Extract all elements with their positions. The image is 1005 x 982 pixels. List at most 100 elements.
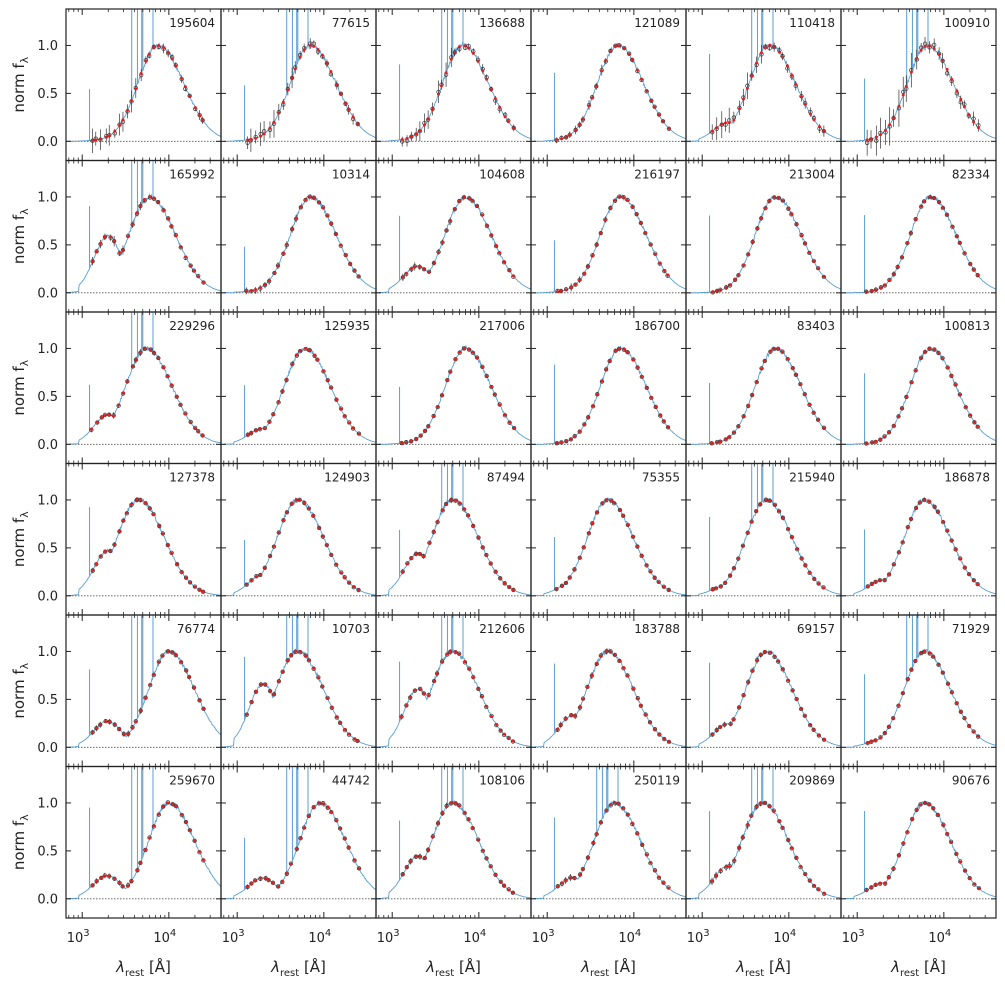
model-photometry-point <box>636 366 640 370</box>
model-photometry-point <box>569 713 573 717</box>
photometry-point <box>99 415 104 420</box>
model-photometry-point <box>134 358 138 362</box>
model-photometry-point <box>800 556 804 560</box>
model-photometry-point <box>578 278 582 282</box>
photometry-point <box>94 878 99 884</box>
model-photometry-point <box>281 100 285 104</box>
model-photometry-point <box>653 576 657 580</box>
model-photometry-point <box>612 501 616 505</box>
model-photometry-point <box>258 876 262 880</box>
photometry-point <box>653 404 658 410</box>
model-photometry-point <box>767 199 771 203</box>
photometry-point <box>467 196 472 201</box>
model-photometry-point <box>604 649 608 653</box>
model-photometry-point <box>91 138 95 142</box>
y-tick-label: 0.0 <box>37 892 58 907</box>
model-photometry-point <box>794 82 798 86</box>
model-photometry-point <box>949 374 953 378</box>
model-photometry-point <box>480 213 484 217</box>
model-photometry-point <box>325 214 329 218</box>
model-photometry-point <box>600 379 604 383</box>
model-photometry-point <box>302 826 306 830</box>
model-photometry-point <box>271 881 275 885</box>
model-photometry-point <box>613 801 617 805</box>
model-photometry-point <box>569 286 573 290</box>
photometry-point <box>471 523 476 529</box>
panel-id-label: 213004 <box>789 168 835 182</box>
model-photometry-point <box>103 235 107 239</box>
panel-213004: 213004 <box>685 159 842 313</box>
photometry-point <box>90 883 95 888</box>
photometry-point <box>666 587 671 593</box>
panel-id-label: 124903 <box>324 471 370 485</box>
model-photometry-point <box>874 440 878 444</box>
photometry-point <box>640 842 645 847</box>
y-tick-label: 0.5 <box>37 693 58 708</box>
model-photometry-point <box>440 660 444 664</box>
model-photometry-point <box>298 498 302 502</box>
model-photometry-point <box>196 430 200 434</box>
photometry-point <box>750 239 755 245</box>
model-photometry-point <box>453 50 457 54</box>
model-photometry-point <box>139 709 143 713</box>
photometry-point <box>731 717 736 722</box>
model-photometry-point <box>923 44 927 48</box>
model-photometry-point <box>91 883 95 887</box>
model-photometry-point <box>786 527 790 531</box>
photometry-point <box>507 584 512 590</box>
model-photometry-point <box>139 71 143 75</box>
photometry-point <box>802 241 808 246</box>
model-photometry-point <box>117 403 121 407</box>
y-tick-label: 0.5 <box>37 87 58 102</box>
plot-area <box>841 193 996 294</box>
model-photometry-point <box>286 659 290 663</box>
model-photometry-point <box>321 369 325 373</box>
model-photometry-point <box>192 686 196 690</box>
model-photometry-point <box>621 806 625 810</box>
model-photometry-point <box>419 434 423 438</box>
model-photometry-point <box>927 803 931 807</box>
photometry-point <box>749 392 755 398</box>
model-photometry-point <box>170 57 174 61</box>
model-photometry-point <box>277 679 281 683</box>
model-photometry-point <box>900 255 904 259</box>
model-photometry-point <box>955 701 959 705</box>
panel-id-label: 76774 <box>177 622 215 636</box>
panel-id-label: 186878 <box>944 471 990 485</box>
model-photometry-point <box>175 395 179 399</box>
model-photometry-point <box>732 718 736 722</box>
model-photometry-point <box>276 885 280 889</box>
photometry-point <box>103 549 108 554</box>
model-photometry-point <box>286 88 290 92</box>
photometry-point <box>966 571 972 577</box>
model-photometry-point <box>781 667 785 671</box>
photometry-point <box>647 720 653 725</box>
model-photometry-point <box>267 279 271 283</box>
plot-area <box>841 615 996 748</box>
model-photometry-point <box>922 200 926 204</box>
photometry-point <box>736 705 742 710</box>
photometry-point <box>621 347 627 352</box>
model-photometry-point <box>193 839 197 843</box>
model-photometry-point <box>791 688 795 692</box>
photometry-point <box>276 679 282 684</box>
model-photometry-point <box>135 498 139 502</box>
photometry-point <box>595 392 600 397</box>
model-photometry-point <box>405 136 409 140</box>
photometry-point <box>869 885 874 890</box>
plot-area <box>221 346 376 445</box>
model-photometry-point <box>639 704 643 708</box>
plot-area <box>531 42 686 144</box>
plot-area <box>841 496 996 597</box>
photometry-point <box>489 384 494 390</box>
model-photometry-point <box>723 723 727 727</box>
photometry-point <box>422 855 428 861</box>
model-photometry-point <box>572 876 576 880</box>
model-photometry-point <box>160 654 164 658</box>
model-photometry-point <box>718 288 722 292</box>
model-photometry-point <box>909 668 913 672</box>
panel-id-label: 100910 <box>944 16 990 30</box>
model-photometry-point <box>426 848 430 852</box>
model-photometry-point <box>89 427 93 431</box>
model-photometry-point <box>666 273 670 277</box>
